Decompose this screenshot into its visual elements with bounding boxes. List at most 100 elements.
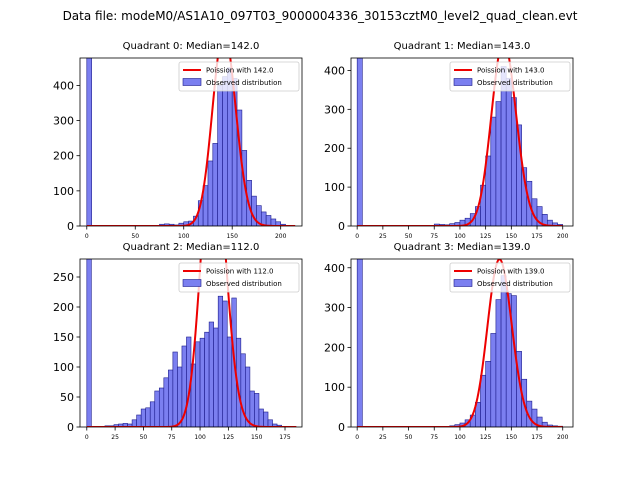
histogram-bar — [227, 67, 233, 226]
histogram-bar — [254, 393, 260, 427]
y-tick-label: 100 — [324, 381, 345, 394]
panel-quadrant-3: Quadrant 3: Median=139.0 0 100 200 300 400 0 25… — [324, 242, 574, 441]
histogram-bar — [480, 374, 486, 427]
y-tick-label: 300 — [53, 115, 74, 128]
y-tick-label: 200 — [53, 301, 74, 314]
histogram-bar — [222, 76, 228, 226]
legend-box — [449, 262, 571, 293]
panel-quadrant-1: Quadrant 1: Median=143.0 0 100 200 300 400 0 25… — [324, 41, 574, 240]
histogram-bar — [356, 259, 363, 427]
legend-label-poisson: Poission with 112.0 — [206, 268, 274, 276]
y-tick-label: 100 — [53, 185, 74, 198]
y-tick-label: 0 — [338, 220, 345, 233]
plot-frame — [79, 57, 303, 227]
histogram-bar — [258, 408, 264, 427]
y-tick-label: 400 — [324, 64, 345, 77]
histogram-bar — [226, 336, 233, 427]
y-tick-label: 400 — [324, 262, 345, 275]
histogram-bar — [541, 421, 548, 427]
y-tick-label: 400 — [53, 79, 74, 92]
histogram-bar — [267, 419, 273, 427]
x-tick-label: 25 — [379, 233, 387, 240]
x-tick-label: 175 — [531, 434, 543, 441]
y-tick-label: 300 — [324, 302, 345, 315]
histogram-bar — [172, 351, 178, 427]
histogram-bar — [204, 331, 210, 427]
x-tick-label: 125 — [480, 434, 492, 441]
x-tick-label: 100 — [454, 434, 466, 441]
poisson-curve — [357, 259, 563, 427]
histogram-bar — [140, 408, 146, 427]
y-tick-label: 150 — [53, 331, 74, 344]
x-tick-label: 75 — [168, 434, 176, 441]
legend-label-poisson: Poission with 139.0 — [477, 268, 545, 276]
figure-title: Data file: modeM0/AS1A10_097T03_90000043… — [63, 9, 578, 23]
legend-bar-swatch — [453, 279, 473, 287]
histogram-bar — [495, 101, 502, 226]
legend-bar-swatch — [182, 279, 202, 287]
y-tick-label: 300 — [324, 103, 345, 116]
panel-title: Quadrant 1: Median=143.0 — [394, 41, 531, 52]
histogram-bars — [356, 58, 564, 226]
legend-bar-swatch — [182, 78, 202, 86]
poisson-curve — [86, 58, 296, 226]
legend-label-observed: Observed distribution — [206, 280, 282, 288]
x-tick-label: 50 — [405, 434, 413, 441]
histogram-bar — [136, 414, 142, 427]
histogram-bar — [222, 300, 228, 427]
x-tick-label: 25 — [111, 434, 119, 441]
y-tick-label: 250 — [53, 271, 74, 284]
histogram-bar — [208, 321, 214, 427]
histogram-bar — [212, 143, 218, 226]
legend-box — [449, 61, 571, 92]
x-tick-label: 0 — [355, 233, 359, 240]
legend-label-poisson: Poission with 143.0 — [477, 67, 545, 75]
histogram-bar — [177, 366, 183, 427]
x-tick-label: 0 — [85, 434, 89, 441]
legend-bar-swatch — [453, 78, 473, 86]
histogram-bar — [86, 58, 92, 226]
legend-box — [178, 61, 300, 92]
y-tick-label: 200 — [324, 142, 345, 155]
legend: Poission with 142.0 Observed distribution — [178, 61, 300, 92]
panel-title: Quadrant 0: Median=142.0 — [123, 41, 260, 52]
plot-frame — [79, 258, 303, 428]
x-tick-label: 0 — [85, 233, 89, 240]
legend: Poission with 143.0 Observed distribution — [449, 61, 571, 92]
histogram-bar — [217, 295, 224, 427]
x-tick-label: 200 — [557, 233, 569, 240]
x-tick-label: 100 — [194, 434, 206, 441]
x-tick-label: 25 — [379, 434, 387, 441]
histogram-bar — [195, 341, 201, 427]
histogram-bar — [207, 160, 214, 226]
histogram-bar — [168, 369, 174, 427]
panel-title: Quadrant 3: Median=139.0 — [394, 242, 531, 253]
histogram-bar — [217, 85, 223, 226]
x-tick-label: 125 — [223, 434, 235, 441]
x-tick-label: 150 — [506, 434, 518, 441]
y-tick-label: 50 — [60, 391, 74, 404]
y-tick-label: 200 — [324, 341, 345, 354]
x-tick-label: 125 — [480, 233, 492, 240]
histogram-bar — [131, 419, 137, 427]
histogram-bar — [495, 299, 502, 427]
legend-box — [178, 262, 300, 293]
y-tick-label: 0 — [67, 421, 74, 434]
histogram-bar — [356, 58, 363, 226]
legend-label-poisson: Poission with 142.0 — [206, 67, 274, 75]
histogram-bars — [356, 259, 564, 427]
histogram-bar — [163, 377, 169, 427]
y-tick-label: 100 — [53, 361, 74, 374]
legend-label-observed: Observed distribution — [206, 79, 282, 87]
x-tick-label: 50 — [140, 434, 148, 441]
histogram-bar — [490, 116, 497, 226]
x-tick-label: 150 — [506, 233, 518, 240]
histogram-bar — [158, 387, 165, 427]
plot-frame — [350, 258, 574, 428]
y-tick-label: 200 — [53, 150, 74, 163]
plot-frame — [350, 57, 574, 227]
histogram-bar — [249, 390, 255, 427]
histogram-bar — [145, 407, 151, 427]
x-tick-label: 150 — [251, 434, 263, 441]
